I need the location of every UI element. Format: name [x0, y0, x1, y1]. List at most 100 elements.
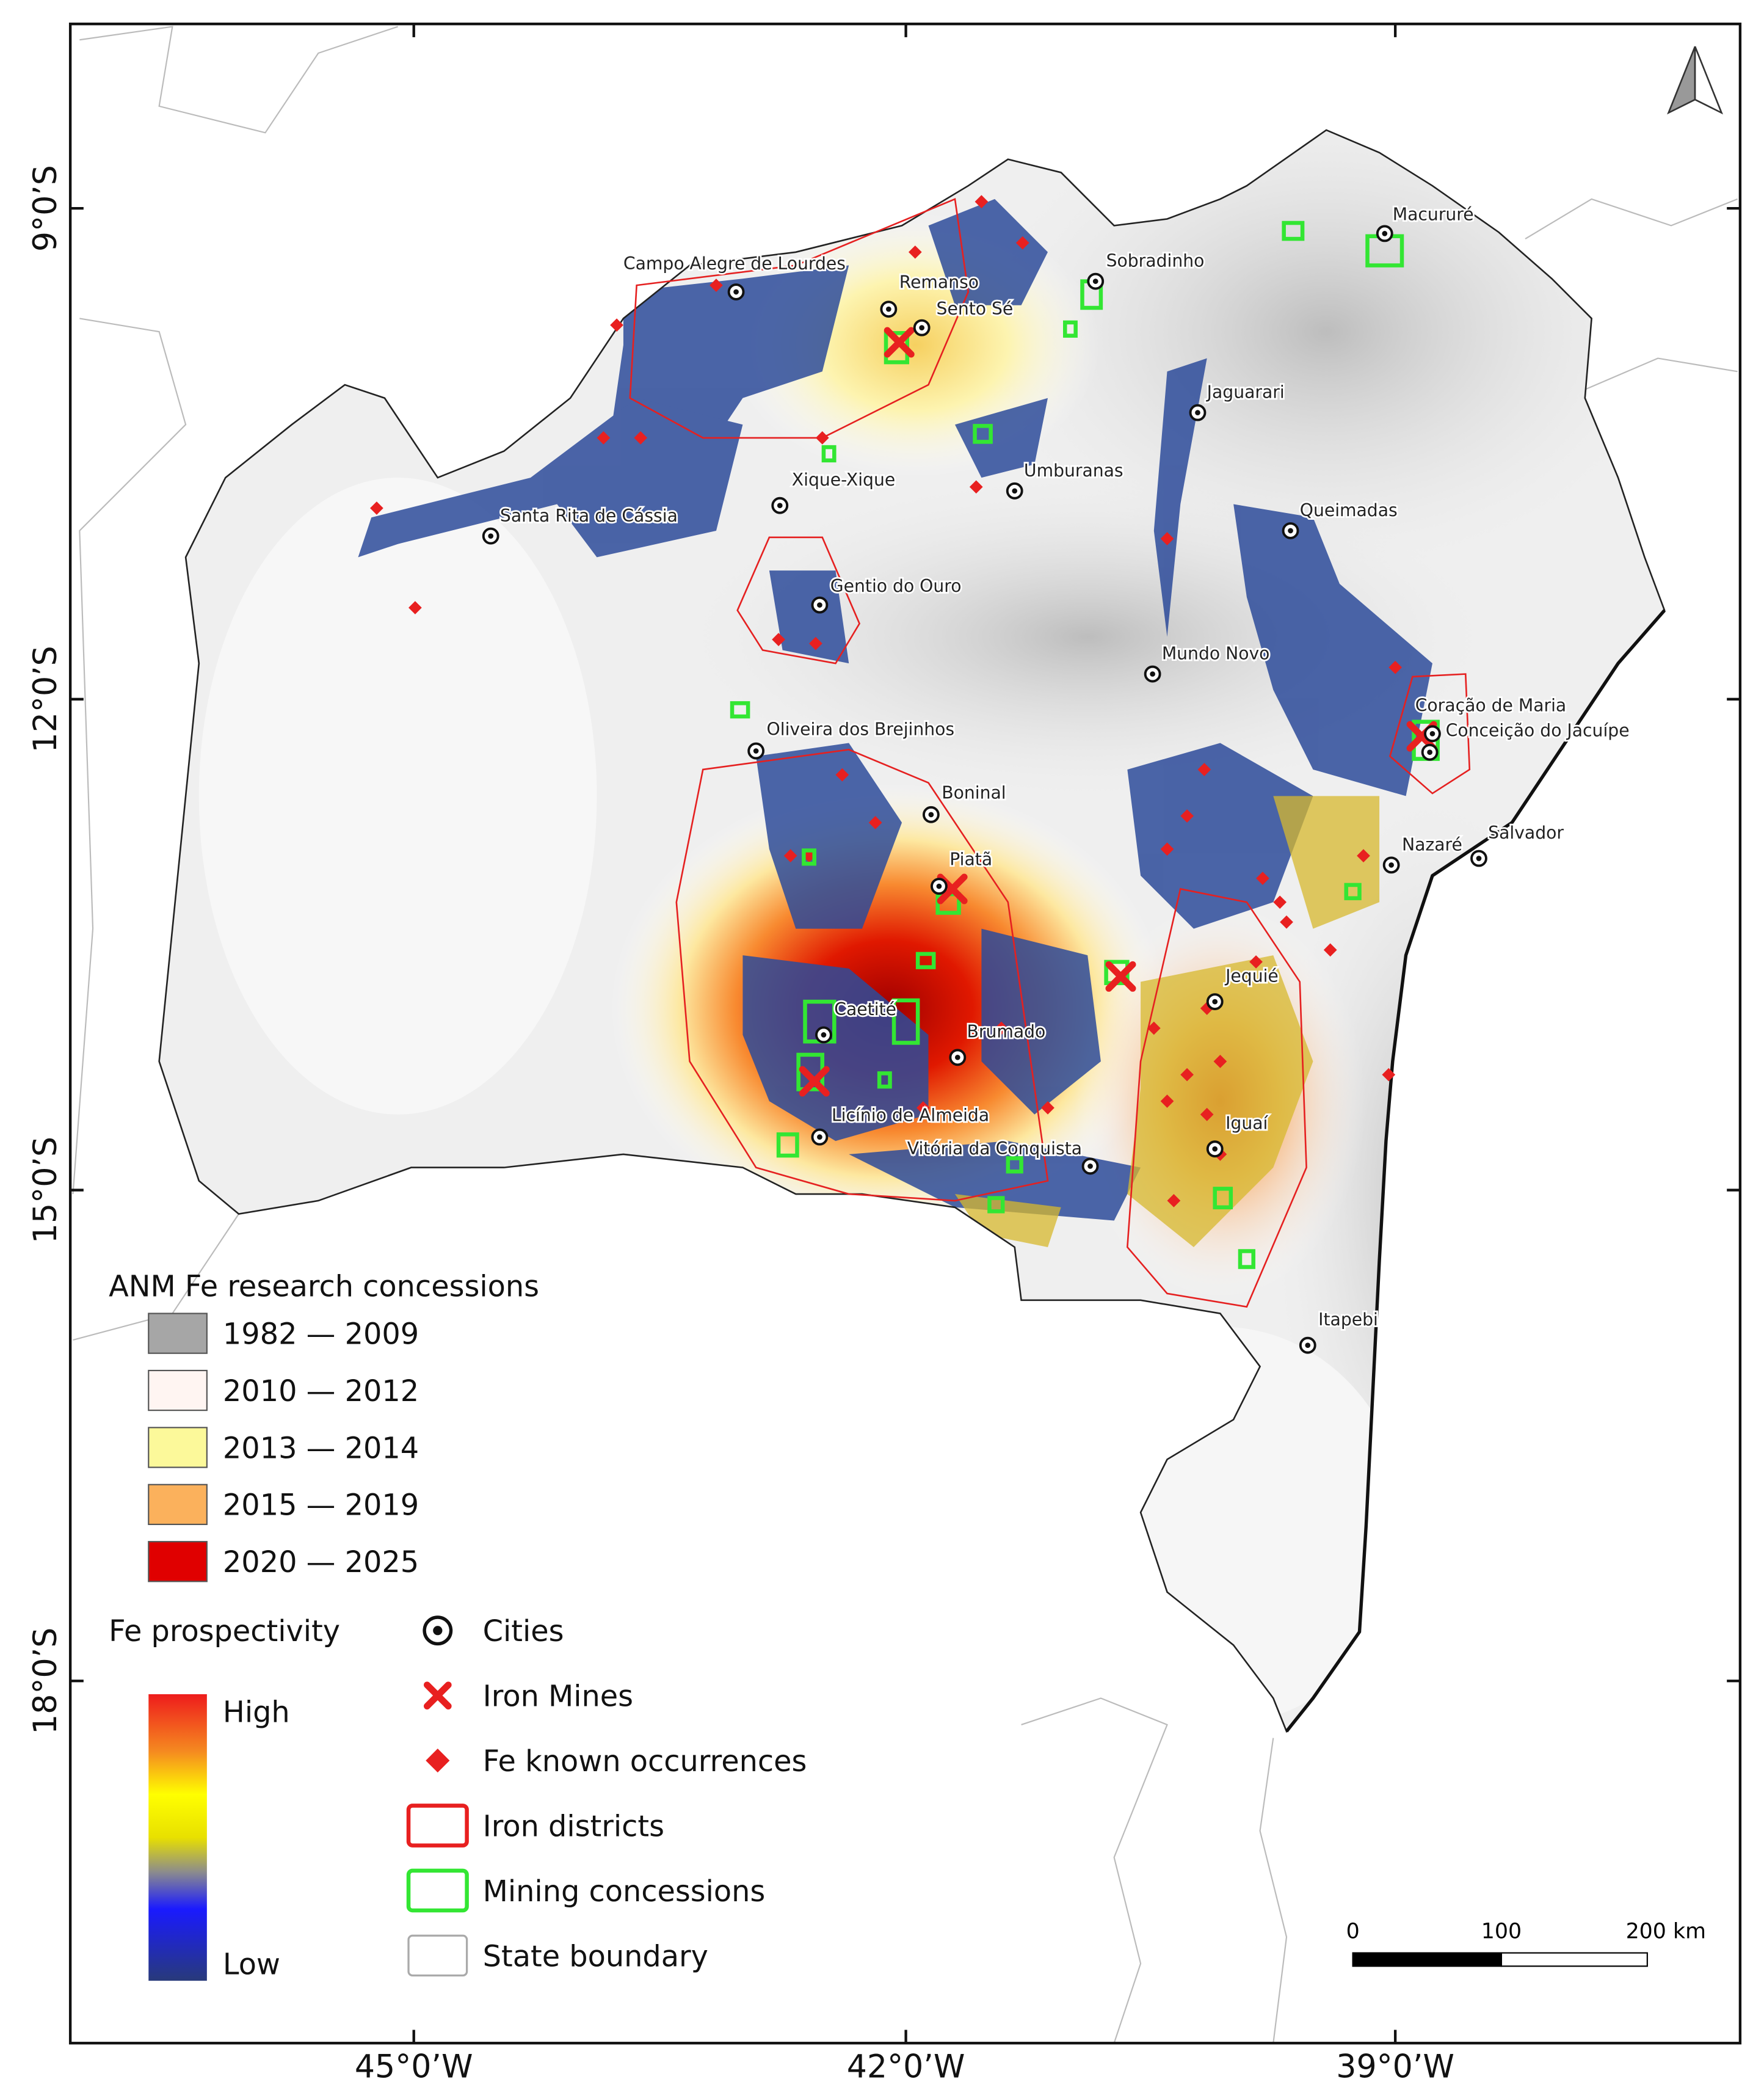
iron-mine — [1105, 961, 1136, 992]
city-label: Boninal — [942, 783, 1006, 803]
legend-label: 2013 — 2014 — [223, 1432, 419, 1465]
coastline — [1285, 609, 1666, 1733]
city-dot — [954, 1054, 960, 1060]
unit — [1273, 796, 1380, 929]
city-label: Gentio do Ouro — [830, 576, 962, 596]
legend-city-dot — [433, 1626, 443, 1636]
district — [1388, 673, 1471, 795]
fe-occurrence — [995, 1021, 1008, 1035]
district — [629, 198, 970, 439]
city-dot — [1195, 410, 1200, 415]
ramp-label: Low — [223, 1948, 280, 1981]
legend-label: 2010 — 2012 — [223, 1375, 419, 1408]
lat-label: 9°0’S — [27, 165, 64, 252]
fe-occurrence — [1015, 236, 1029, 250]
boundary — [72, 318, 187, 1195]
city-label: Conceição do Jacuípe — [1446, 721, 1630, 741]
concession-items: 1982 — 2009 2010 — 2012 2013 — 2014 2015 — … — [148, 1313, 419, 1582]
mining-concession — [1238, 1249, 1255, 1269]
legend-label: Mining concessions — [483, 1875, 766, 1909]
iron-districts — [629, 198, 1471, 1308]
fe-occurrence — [908, 245, 922, 259]
iron-mine — [884, 327, 915, 358]
scale-label: 200 km — [1626, 1920, 1706, 1944]
mining-concession — [1213, 1187, 1233, 1210]
city-dot — [1427, 749, 1432, 756]
city-label: Sobradinho — [1106, 251, 1205, 271]
graticule: 9°0’S 12°0’S 15°0’S 18°0’S 45°0’W 42°0’W 39°0’… — [27, 24, 1740, 2079]
mining-concession — [1282, 220, 1305, 241]
city-dot — [1150, 671, 1155, 677]
city-dot — [936, 883, 942, 889]
fe-occurrence — [597, 431, 611, 445]
neighbour-boundaries — [72, 26, 1738, 2044]
city-label: Remanso — [899, 272, 979, 292]
city-label: Salvador — [1488, 823, 1564, 843]
legend-label: 2020 — 2025 — [223, 1546, 419, 1579]
mining-concession — [891, 998, 920, 1045]
mining-concession — [1006, 1156, 1023, 1174]
lon-label: 45°0’W — [355, 2049, 473, 2079]
mining-concession — [776, 1132, 799, 1158]
unit — [849, 1141, 1141, 1221]
city-dot — [753, 748, 759, 754]
lat-label: 18°0’S — [27, 1628, 64, 1735]
mining-concession — [915, 952, 936, 969]
city-dot — [1382, 231, 1388, 236]
district — [736, 536, 861, 664]
unit — [954, 398, 1048, 478]
iron-mine — [799, 1066, 830, 1097]
legend-box-symbol — [406, 1804, 469, 1848]
city-dot — [821, 1032, 827, 1038]
legend-box-symbol — [407, 1934, 468, 1977]
scale-label: 0 — [1346, 1920, 1360, 1944]
lat-label: 12°0’S — [27, 646, 64, 752]
city-label: Macururé — [1393, 205, 1474, 225]
scale-segment — [1500, 1952, 1648, 1967]
mining-concession — [1344, 883, 1362, 900]
geology-units — [358, 198, 1432, 1221]
fe-occurrence — [1180, 809, 1194, 823]
unit — [769, 570, 849, 664]
city-dot — [488, 533, 494, 539]
fe-occurrence — [710, 279, 723, 292]
city-dot — [1476, 856, 1482, 861]
city-label: Brumado — [967, 1022, 1046, 1042]
city-dot — [1087, 1163, 1093, 1169]
unit — [1127, 955, 1313, 1247]
legend-swatch — [148, 1541, 208, 1582]
city-label: Iguaí — [1225, 1113, 1268, 1134]
city-dot — [1212, 999, 1218, 1005]
unit — [1127, 743, 1313, 929]
legend-swatch — [148, 1484, 208, 1526]
scale-label: 100 — [1481, 1920, 1522, 1944]
prospectivity-ramp — [148, 1694, 207, 1981]
legend-box-symbol — [406, 1868, 469, 1913]
city-label: Caetité — [834, 999, 896, 1019]
legend-label: 1982 — 2009 — [223, 1318, 419, 1352]
legend-swatch — [148, 1313, 208, 1354]
legend-label: Fe known occurrences — [483, 1745, 807, 1779]
legend-label: 2015 — 2019 — [223, 1489, 419, 1523]
district — [1127, 887, 1307, 1308]
city-label: Oliveira dos Brejinhos — [767, 719, 955, 739]
city-dot — [1429, 730, 1436, 737]
north-arrow — [1694, 46, 1723, 115]
legend-label: Iron districts — [483, 1810, 664, 1843]
fe-occurrence — [408, 601, 422, 614]
mining-concession — [802, 848, 816, 866]
symbol-items: Cities Iron Mines Fe known occurrences Iron… — [406, 1615, 807, 1977]
fe-occurrence — [783, 849, 797, 863]
unit — [981, 928, 1101, 1115]
boundary — [1525, 198, 1738, 240]
city-dot — [777, 503, 783, 509]
city-label: Jaguarari — [1206, 382, 1285, 402]
mining-concession — [877, 1071, 892, 1089]
ramp-label: High — [223, 1696, 290, 1730]
density — [198, 478, 597, 1115]
boundary — [1564, 357, 1738, 399]
city-dot — [1012, 488, 1018, 494]
fe-occurrence — [969, 480, 983, 494]
